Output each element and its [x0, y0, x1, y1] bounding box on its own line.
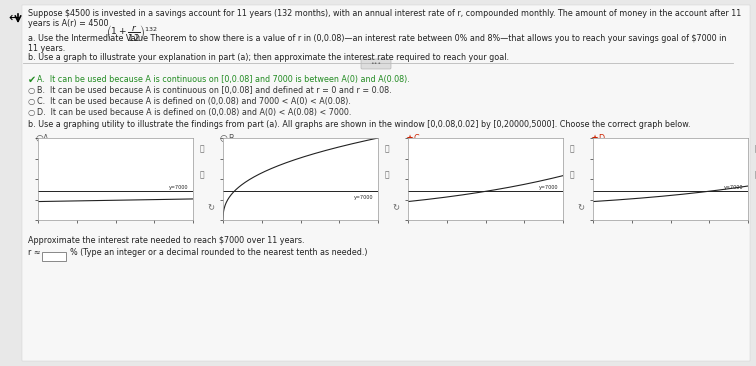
Text: ⌕: ⌕ — [569, 145, 574, 154]
Text: •••: ••• — [370, 61, 382, 67]
Text: $\left(1+\dfrac{r}{12}\right)^{132}$: $\left(1+\dfrac{r}{12}\right)^{132}$ — [106, 23, 158, 43]
Text: ⌕: ⌕ — [384, 145, 389, 154]
Text: 11 years.: 11 years. — [28, 44, 65, 53]
Text: ←: ← — [9, 11, 19, 25]
Text: ↻: ↻ — [392, 203, 399, 212]
Text: y=7000: y=7000 — [723, 185, 743, 190]
Text: ⌕: ⌕ — [199, 145, 204, 154]
Text: A.  It can be used because A is continuous on [0,0.08] and 7000 is between A(0) : A. It can be used because A is continuou… — [37, 75, 410, 84]
Text: B.  It can be used because A is continuous on [0,0.08] and defined at r = 0 and : B. It can be used because A is continuou… — [37, 86, 392, 95]
Text: ○: ○ — [28, 108, 36, 117]
Text: years is A(r) = 4500: years is A(r) = 4500 — [28, 19, 109, 28]
Text: A.: A. — [43, 134, 51, 143]
Text: ⌕: ⌕ — [754, 145, 756, 154]
Text: ★: ★ — [405, 134, 413, 143]
Text: ○: ○ — [28, 97, 36, 106]
Text: ⌕: ⌕ — [384, 171, 389, 180]
Text: B.: B. — [228, 134, 236, 143]
Text: ○: ○ — [28, 86, 36, 95]
Text: b. Use a graphing utility to illustrate the findings from part (a). All graphs a: b. Use a graphing utility to illustrate … — [28, 120, 690, 129]
Text: % (Type an integer or a decimal rounded to the nearest tenth as needed.): % (Type an integer or a decimal rounded … — [70, 248, 367, 257]
Text: b. Use a graph to illustrate your explanation in part (a); then approximate the : b. Use a graph to illustrate your explan… — [28, 53, 509, 62]
Text: ★: ★ — [590, 134, 598, 143]
Text: D.: D. — [598, 134, 606, 143]
Text: r ≈: r ≈ — [28, 248, 41, 257]
Text: ↻: ↻ — [207, 203, 214, 212]
Text: a. Use the Intermediate Value Theorem to show there is a value of r in (0,0.08)—: a. Use the Intermediate Value Theorem to… — [28, 34, 727, 43]
Text: ✔: ✔ — [28, 75, 36, 85]
Text: C.  It can be used because A is defined on (0,0.08) and 7000 < A(0) < A(0.08).: C. It can be used because A is defined o… — [37, 97, 351, 106]
Text: ⌕: ⌕ — [754, 171, 756, 180]
Text: ○: ○ — [35, 134, 43, 143]
Text: y=7000: y=7000 — [354, 195, 373, 199]
Text: ⌕: ⌕ — [199, 171, 204, 180]
Text: Approximate the interest rate needed to reach $7000 over 11 years.: Approximate the interest rate needed to … — [28, 236, 305, 245]
Text: Suppose $4500 is invested in a savings account for 11 years (132 months), with a: Suppose $4500 is invested in a savings a… — [28, 9, 741, 18]
Text: y=7000: y=7000 — [169, 185, 188, 190]
Text: y=7000: y=7000 — [539, 185, 559, 190]
Text: C.: C. — [413, 134, 421, 143]
Text: D.  It can be used because A is defined on (0,0.08) and A(0) < A(0.08) < 7000.: D. It can be used because A is defined o… — [37, 108, 352, 117]
Text: ⌕: ⌕ — [569, 171, 574, 180]
FancyBboxPatch shape — [361, 59, 391, 69]
FancyBboxPatch shape — [22, 5, 750, 361]
Text: ↻: ↻ — [577, 203, 584, 212]
Text: ○: ○ — [220, 134, 228, 143]
